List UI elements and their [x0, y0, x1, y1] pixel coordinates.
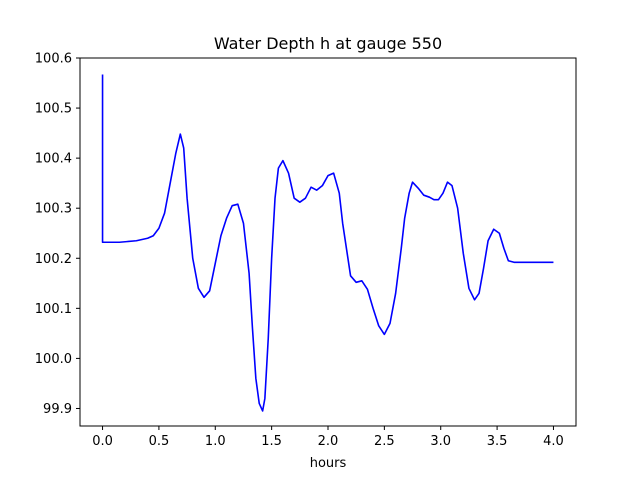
- y-axis: 99.9 100.0 100.1 100.2 100.3 100.4 100.5 100.6: [35, 52, 80, 417]
- x-tick-label: 3.0: [430, 434, 451, 449]
- y-tick-label: 100.2: [35, 252, 72, 267]
- y-tick-label: 100.1: [35, 302, 72, 317]
- series-line-0: [101, 74, 554, 412]
- y-tick-label: 100.3: [35, 202, 72, 217]
- x-tick-label: 2.5: [374, 434, 395, 449]
- x-axis: 0.0 0.5 1.0 1.5 2.0 2.5 3.0 3.5 4.0: [92, 426, 564, 449]
- x-tick-label: 0.0: [92, 434, 113, 449]
- y-tick-label: 100.4: [35, 152, 72, 167]
- y-tick-label: 99.9: [43, 402, 72, 417]
- x-tick-label: 1.0: [205, 434, 226, 449]
- y-tick-label: 100.0: [35, 352, 72, 367]
- x-tick-label: 4.0: [543, 434, 564, 449]
- plot-frame: [79, 57, 577, 427]
- y-tick-label: 100.5: [35, 102, 72, 117]
- x-axis-label: hours: [310, 456, 347, 471]
- chart-title: Water Depth h at gauge 550: [214, 34, 442, 53]
- x-tick-label: 1.5: [261, 434, 282, 449]
- plot-area: [101, 74, 554, 412]
- y-tick-label: 100.6: [35, 52, 72, 67]
- x-tick-label: 3.5: [487, 434, 508, 449]
- x-tick-label: 0.5: [149, 434, 170, 449]
- x-tick-label: 2.0: [318, 434, 339, 449]
